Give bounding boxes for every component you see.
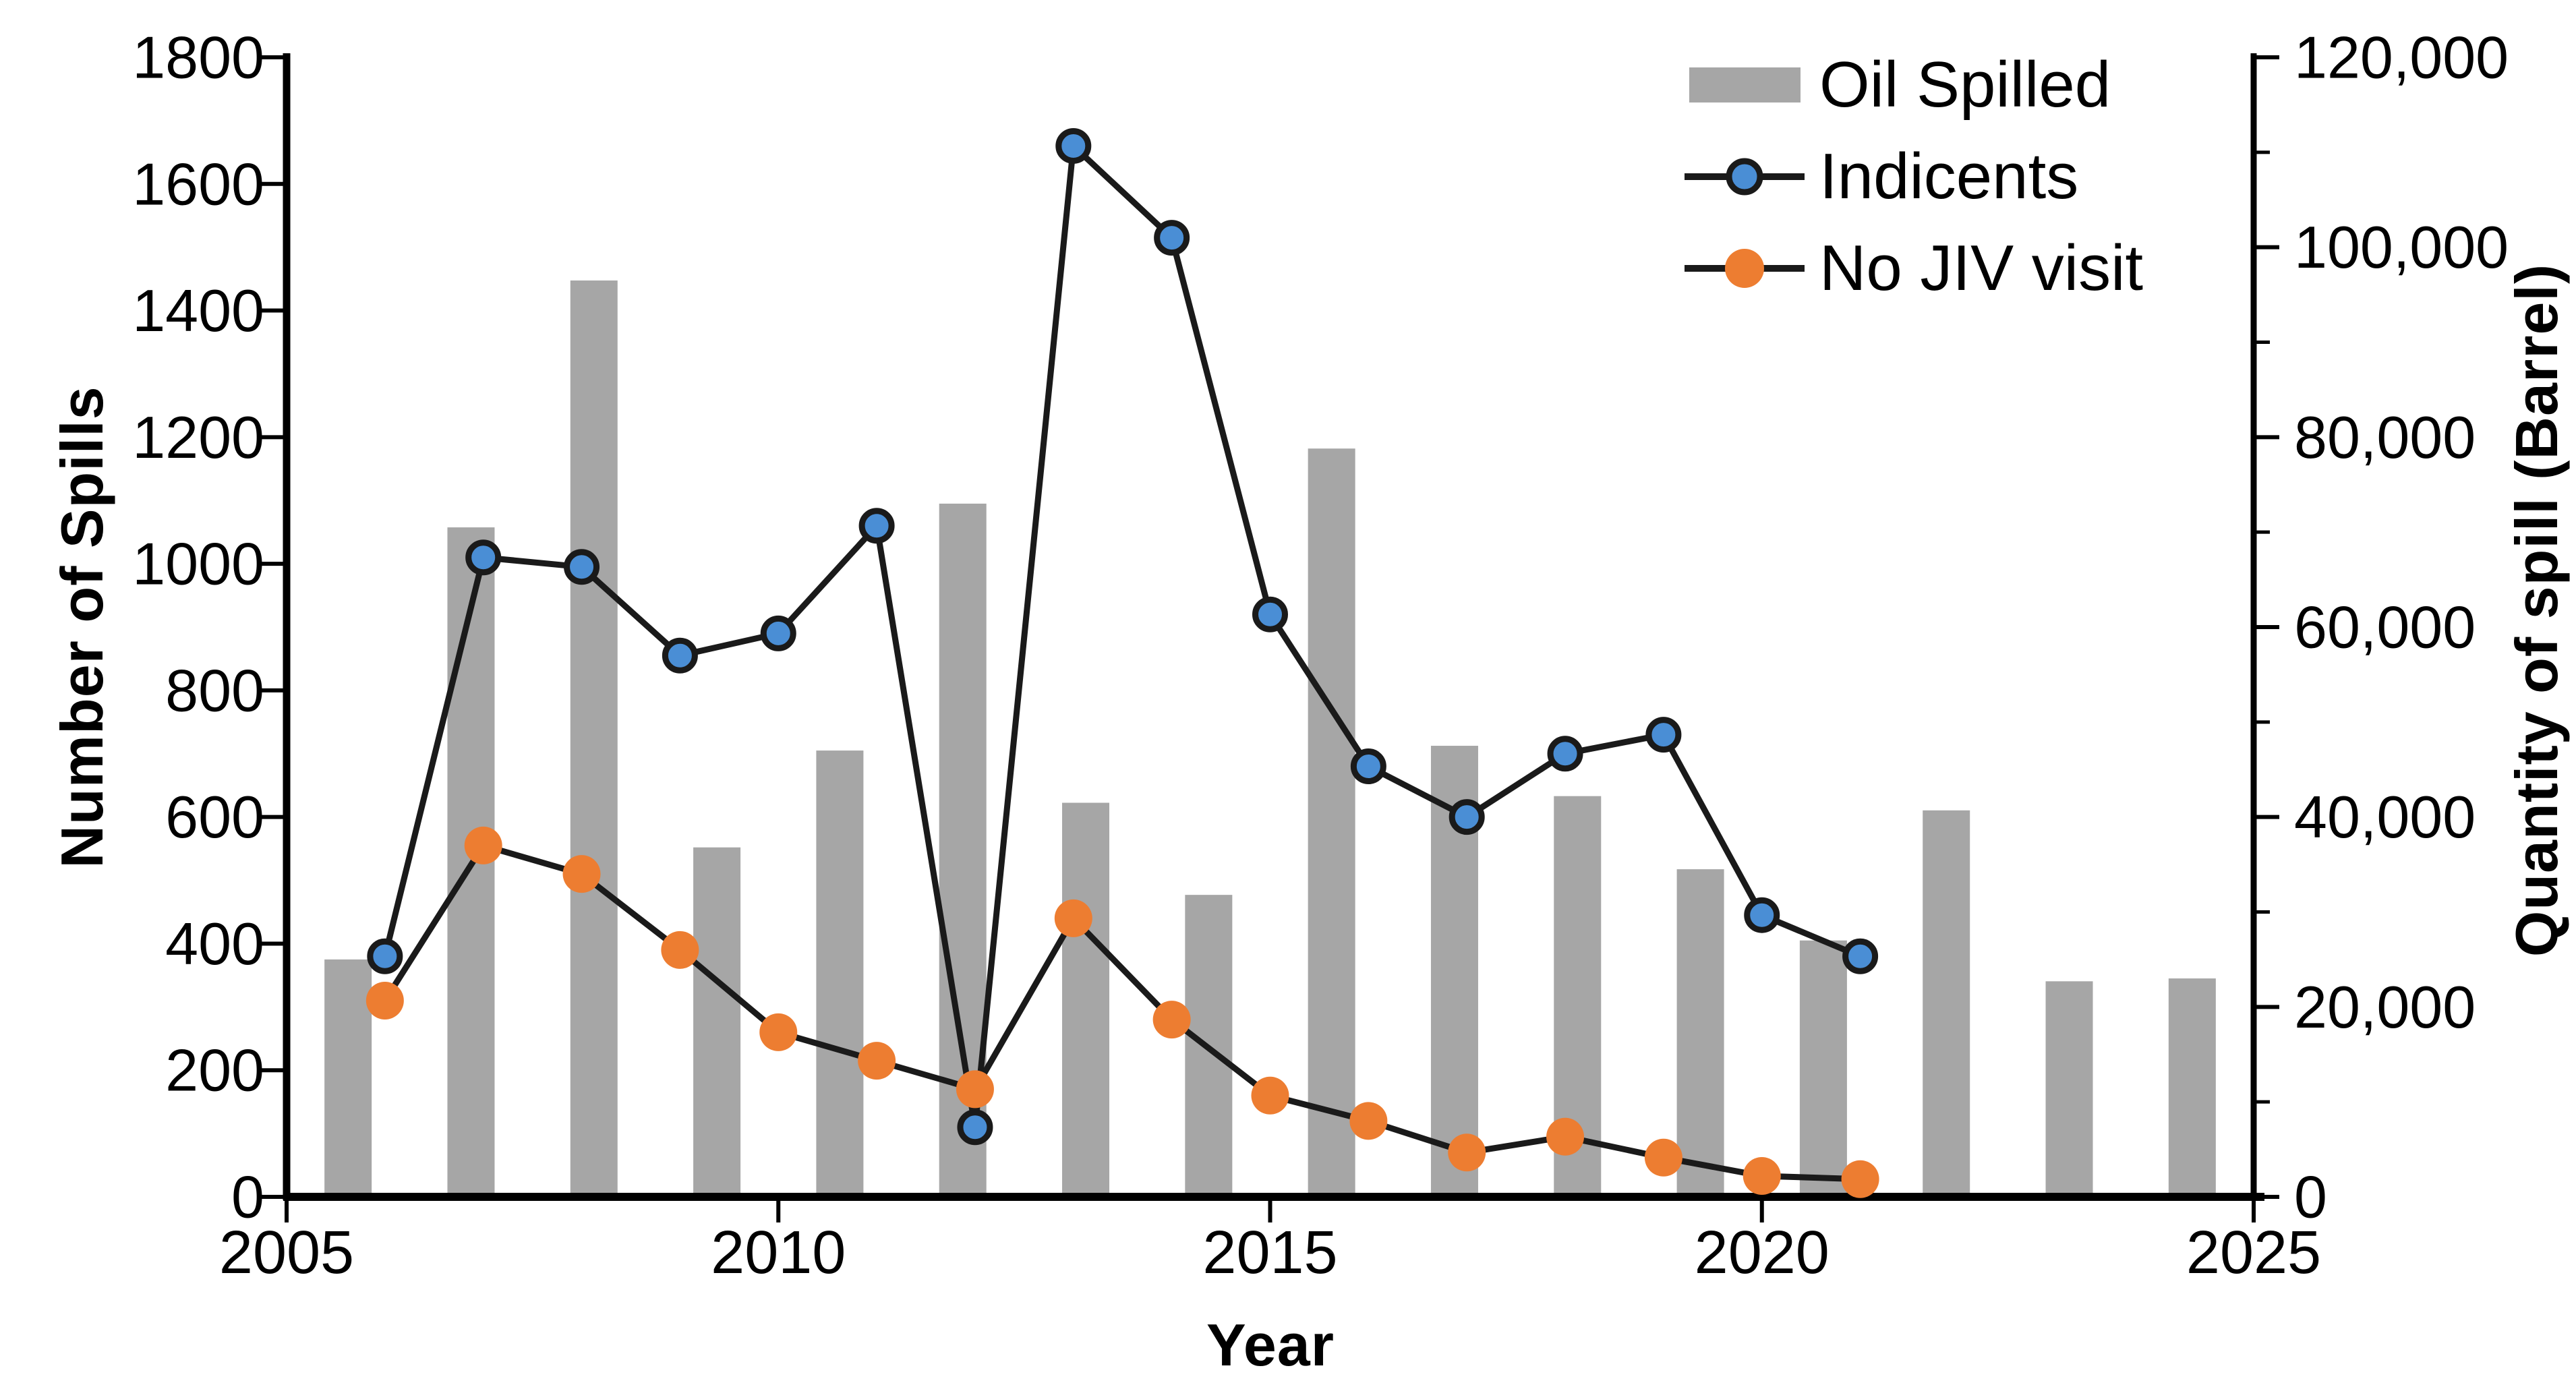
incidents-point-2014 <box>1154 220 1190 256</box>
bar-2009 <box>693 847 741 1197</box>
legend-item-oil-spilled: Oil Spilled <box>1685 39 2143 131</box>
no-jiv-point-2016 <box>1349 1102 1388 1140</box>
y-left-tick-label: 1400 <box>132 277 264 344</box>
incidents-point-2009 <box>662 637 698 674</box>
legend-label: No JIV visit <box>1819 232 2144 304</box>
no-jiv-point-2021 <box>1841 1160 1879 1198</box>
line-marker-blue-icon <box>1685 152 1805 201</box>
bar-2008 <box>570 280 618 1197</box>
incidents-point-2007 <box>465 539 502 576</box>
y-right-tick-label: 40,000 <box>2294 784 2476 850</box>
y-right-axis-title: Quantity of spill (Barrel) <box>2503 263 2570 957</box>
legend-label: Indicents <box>1819 140 2079 212</box>
incidents-point-2006 <box>367 938 403 974</box>
incidents-point-2019 <box>1645 717 1682 753</box>
no-jiv-point-2011 <box>858 1042 896 1080</box>
y-left-tick-label: 1000 <box>132 531 264 597</box>
x-axis-title: Year <box>1206 1311 1335 1378</box>
incidents-point-2021 <box>1842 938 1879 974</box>
y-left-tick-label: 0 <box>231 1164 264 1231</box>
y-right-tick-label: 0 <box>2294 1164 2327 1231</box>
no-jiv-point-2010 <box>759 1013 798 1051</box>
no-jiv-line <box>382 842 1861 1183</box>
x-tick-label: 2010 <box>711 1219 846 1287</box>
y-left-tick-label: 800 <box>165 657 264 724</box>
incidents-point-2020 <box>1744 897 1780 933</box>
legend-label: Oil Spilled <box>1819 49 2111 121</box>
y-left-tick-label: 200 <box>165 1037 264 1104</box>
x-tick-label: 2020 <box>1695 1219 1829 1287</box>
bar-2020 <box>2045 981 2093 1197</box>
bar-2019 <box>1923 810 1970 1197</box>
bar-2010 <box>816 750 864 1197</box>
y-left-tick-label: 1800 <box>132 24 264 91</box>
y-right-tick-label: 120,000 <box>2294 24 2509 91</box>
x-tick-label: 2005 <box>219 1219 354 1287</box>
bar-2012 <box>1062 802 1110 1197</box>
incidents-line <box>382 142 1862 1131</box>
y-right-tick-label: 60,000 <box>2294 594 2476 661</box>
incidents-point-2010 <box>760 615 796 651</box>
no-jiv-point-2015 <box>1251 1076 1289 1115</box>
y-left-tick-label: 400 <box>165 910 264 977</box>
incidents-point-2017 <box>1448 799 1485 835</box>
y-left-axis-title: Number of Spills <box>49 386 115 868</box>
x-tick-label: 2025 <box>2186 1219 2321 1287</box>
bar-2021 <box>2168 978 2216 1197</box>
bar-2014 <box>1308 448 1355 1197</box>
incidents-point-2015 <box>1252 596 1288 632</box>
incidents-point-2012 <box>957 1109 993 1146</box>
bar-2006 <box>324 959 372 1197</box>
no-jiv-point-2006 <box>365 981 404 1020</box>
no-jiv-point-2020 <box>1743 1157 1781 1196</box>
no-jiv-point-2017 <box>1448 1133 1486 1172</box>
no-jiv-point-2014 <box>1152 1001 1191 1039</box>
y-right-tick-label: 80,000 <box>2294 404 2476 471</box>
no-jiv-point-2009 <box>661 931 699 969</box>
no-jiv-point-2008 <box>562 855 601 893</box>
incidents-point-2013 <box>1055 127 1092 164</box>
incidents-point-2018 <box>1547 736 1583 772</box>
incidents-point-2011 <box>858 508 895 544</box>
no-jiv-point-2018 <box>1546 1117 1585 1156</box>
x-tick-label: 2015 <box>1202 1219 1337 1287</box>
y-left-tick-label: 1200 <box>132 404 264 471</box>
legend-item-no-jiv-visit: No JIV visit <box>1685 223 2143 314</box>
y-right-tick-label: 20,000 <box>2294 974 2476 1040</box>
incidents-point-2008 <box>564 549 600 585</box>
bar-2018 <box>1799 940 1847 1197</box>
bar-swatch-icon <box>1685 67 1805 102</box>
y-left-tick-label: 1600 <box>132 150 264 217</box>
bar-2017 <box>1676 869 1724 1197</box>
legend-item-indicents: Indicents <box>1685 131 2143 223</box>
incidents-point-2016 <box>1350 748 1386 785</box>
line-marker-orange-icon <box>1685 244 1805 293</box>
legend: Oil Spilled Indicents No JIV visit <box>1685 39 2143 314</box>
no-jiv-point-2012 <box>956 1070 994 1109</box>
y-left-tick-label: 600 <box>165 784 264 850</box>
no-jiv-point-2007 <box>464 826 502 864</box>
no-jiv-point-2019 <box>1644 1138 1682 1177</box>
y-right-tick-label: 100,000 <box>2294 214 2509 281</box>
no-jiv-point-2013 <box>1054 899 1092 937</box>
